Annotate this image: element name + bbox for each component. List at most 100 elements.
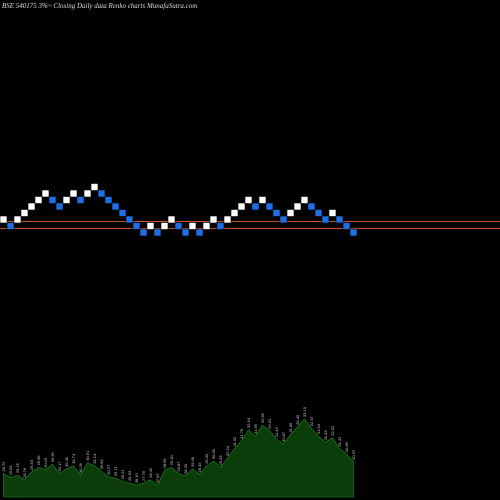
renko-brick	[146, 222, 155, 230]
renko-brick	[349, 228, 358, 237]
renko-brick	[62, 196, 71, 204]
volume-label: 28.45	[197, 462, 202, 473]
volume-label: 30.35	[78, 462, 83, 473]
volume-label: 29.25	[15, 462, 20, 473]
renko-brick	[90, 183, 99, 191]
volume-label: 30.27	[106, 464, 111, 475]
renko-brick	[69, 189, 78, 198]
volume-label: 29.21	[120, 469, 125, 480]
renko-brick	[13, 215, 22, 224]
renko-brick	[230, 209, 239, 217]
renko-brick	[300, 196, 309, 204]
volume-label: 31.02	[232, 436, 237, 447]
renko-brick	[48, 196, 57, 204]
volume-label: 29.30	[204, 453, 209, 464]
volume-label: 28.76	[22, 467, 27, 478]
renko-brick	[251, 202, 260, 211]
volume-label: 30.87	[281, 431, 286, 442]
renko-brick	[0, 215, 8, 224]
volume-label: 30.89	[344, 441, 349, 452]
renko-brick	[27, 202, 36, 211]
volume-label: 30.17	[57, 461, 62, 472]
renko-brick	[174, 222, 183, 230]
volume-label: 30.91	[85, 450, 90, 461]
volume-label: 29.53	[218, 455, 223, 466]
volume-label: 31.14	[92, 453, 97, 464]
renko-brick	[20, 209, 29, 217]
volume-label: 32.66	[260, 412, 265, 423]
renko-brick	[160, 222, 169, 230]
volume-label: 33.10	[302, 406, 307, 417]
renko-brick	[223, 215, 232, 224]
volume-label: 31.96	[253, 423, 258, 434]
renko-brick	[181, 228, 190, 237]
renko-brick	[34, 196, 43, 204]
renko-brick	[237, 202, 246, 211]
volume-label: 32.01	[267, 418, 272, 429]
volume-label: 30.74	[71, 453, 76, 464]
volume-label: 28.65	[162, 458, 167, 469]
volume-label: 31.94	[316, 423, 321, 434]
renko-brick	[342, 222, 351, 230]
renko-brick	[83, 189, 92, 198]
volume-label: 27.76	[141, 470, 146, 481]
renko-bricks	[0, 183, 358, 237]
volume-area	[3, 418, 354, 498]
renko-brick	[328, 209, 337, 217]
renko-brick	[76, 196, 85, 204]
volume-label: 32.54	[246, 417, 251, 428]
renko-brick	[265, 202, 274, 211]
renko-brick	[286, 209, 295, 217]
chart-title: BSE 540175 3%~ Closing Daily data Renko …	[2, 2, 197, 10]
volume-label: 28.87	[176, 461, 181, 472]
renko-brick	[293, 202, 302, 211]
volume-label: 31.33	[323, 430, 328, 441]
volume-label: 31.76	[239, 428, 244, 439]
renko-brick	[244, 196, 253, 204]
renko-brick	[41, 189, 50, 198]
renko-brick	[272, 209, 281, 217]
renko-brick	[314, 209, 323, 217]
volume-label: 30.37	[351, 449, 356, 460]
volume-label: 28.63	[127, 470, 132, 481]
renko-brick	[118, 209, 127, 217]
volume-label: 29.71	[113, 465, 118, 476]
volume-label: 31.66	[288, 422, 293, 433]
volume-label: 30.05	[211, 448, 216, 459]
renko-brick	[335, 215, 344, 224]
volume-label: 32.47	[309, 416, 314, 427]
volume-label: 31.41	[337, 436, 342, 447]
volume-label: 30.45	[64, 456, 69, 467]
volume-label: 29.53	[29, 459, 34, 470]
volume-label: 28.33	[183, 463, 188, 474]
renko-brick	[139, 228, 148, 237]
volume-label: 28.72	[1, 461, 6, 472]
renko-brick	[104, 196, 113, 204]
renko-brick	[167, 215, 176, 224]
renko-brick	[195, 228, 204, 237]
renko-brick	[111, 202, 120, 211]
renko-brick	[307, 202, 316, 211]
volume-label: 28.10	[134, 473, 139, 484]
renko-brick	[97, 189, 106, 198]
volume-label: 27.87	[155, 473, 160, 484]
renko-brick	[55, 202, 64, 211]
renko-brick	[153, 228, 162, 237]
volume-label: 28.42	[148, 467, 153, 478]
renko-brick	[188, 222, 197, 230]
volume-label: 29.85	[36, 455, 41, 466]
renko-brick	[279, 215, 288, 224]
reference-lines	[0, 221, 500, 229]
renko-brick	[132, 222, 141, 230]
renko-brick	[125, 215, 134, 224]
volume-area-shape	[3, 418, 354, 498]
renko-brick	[258, 196, 267, 204]
volume-label: 30.24	[225, 445, 230, 456]
renko-brick	[202, 222, 211, 230]
volume-label: 30.90	[50, 451, 55, 462]
volume-label: 29.03	[8, 465, 13, 476]
volume-label: 31.43	[274, 426, 279, 437]
